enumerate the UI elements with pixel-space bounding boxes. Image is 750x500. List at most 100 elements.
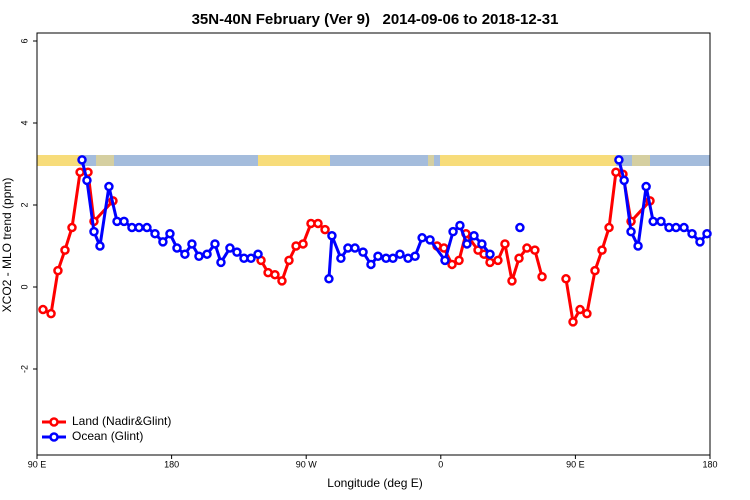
point (561, 274, 571, 284)
point (187, 239, 197, 249)
point (158, 237, 168, 247)
point (695, 237, 705, 247)
point (614, 155, 624, 165)
point (202, 249, 212, 259)
point (626, 226, 636, 237)
x-tick-label: 90 W (296, 459, 318, 469)
point (119, 216, 129, 227)
y-tick-label: 0 (19, 284, 29, 289)
point (641, 181, 651, 192)
point (313, 218, 323, 229)
x-axis-label: Longitude (deg E) (327, 476, 422, 490)
point (410, 251, 420, 261)
point (575, 304, 585, 315)
legend-marker (49, 417, 59, 427)
point (469, 231, 479, 241)
point (604, 222, 614, 233)
legend-label: Land (Nadir&Glint) (72, 414, 171, 428)
point (324, 274, 334, 284)
point (702, 228, 712, 239)
point (515, 222, 525, 233)
plot-frame (36, 32, 711, 456)
point (75, 167, 85, 177)
point (447, 259, 457, 270)
legend-marker (49, 432, 59, 442)
point (246, 253, 256, 264)
y-tick-label: 4 (19, 120, 29, 125)
point (395, 249, 405, 259)
point (530, 245, 540, 255)
point (590, 265, 600, 276)
x-tick-label: 180 (702, 459, 717, 469)
point (619, 175, 629, 186)
point (454, 255, 464, 266)
y-axis-label: XCO2 - MLO trend (ppm) (0, 178, 14, 313)
x-tick-label: 180 (164, 459, 179, 469)
y-tick-label: 6 (19, 38, 29, 43)
point (537, 272, 547, 282)
point (284, 255, 294, 266)
point (448, 226, 458, 237)
point (216, 257, 226, 268)
x-tick-label: 90 E (566, 459, 585, 469)
point (270, 269, 280, 280)
surface-strip (37, 155, 710, 166)
point (172, 243, 182, 253)
chart-title: 35N-40N February (Ver 9) 2014-09-06 to 2… (192, 11, 559, 28)
point (46, 308, 56, 319)
point (687, 228, 697, 239)
point (277, 276, 287, 286)
y-tick-label: -2 (19, 365, 29, 373)
point (679, 222, 689, 233)
land-strip (428, 155, 434, 166)
point (388, 253, 398, 264)
point (425, 235, 435, 245)
point (180, 249, 190, 259)
point (150, 228, 160, 239)
land-strip (440, 155, 616, 166)
point (320, 224, 330, 235)
point (336, 253, 346, 264)
point (77, 155, 87, 165)
point (82, 175, 92, 186)
point (633, 241, 643, 251)
point (165, 228, 175, 239)
legend-label: Ocean (Glint) (72, 429, 143, 443)
point (298, 239, 308, 249)
ocean-strip (37, 155, 710, 166)
point (462, 239, 472, 249)
point (60, 245, 70, 255)
land-strip (37, 155, 81, 166)
x-tick-label: 0 (438, 459, 443, 469)
point (358, 247, 368, 257)
point (366, 259, 376, 270)
point (194, 251, 204, 261)
point (597, 245, 607, 255)
x-tick-label: 90 E (28, 459, 47, 469)
point (440, 255, 450, 266)
point (500, 239, 510, 249)
point (485, 257, 495, 268)
point (671, 222, 681, 233)
land-strip (96, 155, 114, 166)
point (142, 222, 152, 233)
point (67, 222, 77, 233)
point (493, 255, 503, 266)
point (522, 243, 532, 253)
point (89, 226, 99, 237)
point (568, 317, 578, 327)
point (485, 249, 495, 259)
point (373, 251, 383, 261)
point (232, 247, 242, 257)
land-strip (632, 155, 650, 166)
point (455, 220, 465, 231)
point (477, 239, 487, 249)
point (507, 276, 517, 286)
point (104, 181, 114, 192)
point (225, 243, 235, 253)
land-strip (258, 155, 330, 166)
point (134, 222, 144, 233)
point (648, 216, 658, 227)
